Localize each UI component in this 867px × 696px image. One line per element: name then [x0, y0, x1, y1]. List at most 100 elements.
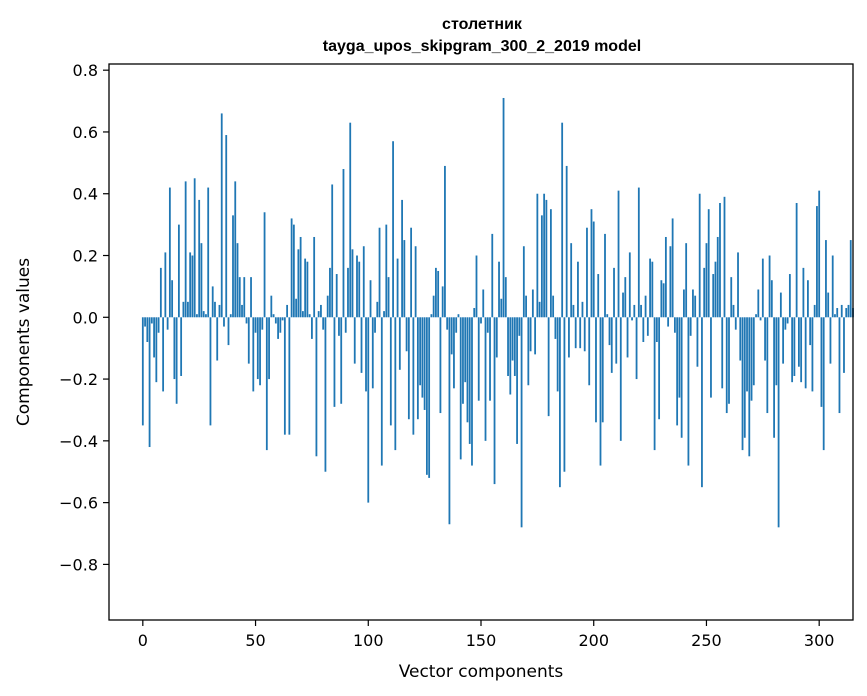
bar: [741, 317, 744, 451]
bar: [849, 240, 852, 318]
bar: [153, 317, 155, 358]
bar: [259, 317, 261, 386]
bar: [619, 317, 622, 441]
bar: [556, 317, 559, 392]
bar: [696, 317, 699, 367]
bar: [313, 236, 316, 318]
bar: [649, 258, 651, 318]
bar: [757, 289, 760, 318]
bar: [320, 304, 322, 318]
bar: [462, 317, 464, 404]
bar: [263, 212, 266, 318]
bar: [441, 286, 444, 318]
bar: [599, 317, 602, 466]
bar: [435, 267, 437, 318]
chart-title: столетник: [442, 16, 523, 33]
bar: [491, 233, 494, 318]
bar: [338, 317, 340, 336]
bar: [543, 193, 546, 318]
bar: [518, 317, 521, 336]
bar: [723, 196, 726, 318]
bar: [238, 277, 241, 318]
bar: [678, 317, 681, 398]
bar: [148, 317, 151, 448]
bar: [797, 317, 800, 367]
bar: [737, 252, 739, 318]
bar: [764, 317, 766, 361]
bar: [308, 314, 311, 318]
bar: [247, 317, 250, 364]
bar: [669, 246, 672, 318]
bar: [800, 317, 803, 383]
bar: [685, 243, 688, 318]
bar: [245, 317, 248, 324]
y-axis-label: Components values: [14, 258, 34, 426]
bar: [511, 317, 514, 361]
bar: [261, 317, 264, 330]
bar: [175, 317, 178, 404]
bar: [304, 258, 307, 318]
bar: [254, 317, 257, 333]
bar: [340, 317, 343, 404]
y-tick-label: −0.2: [59, 370, 98, 389]
bar: [642, 317, 645, 342]
bar: [387, 277, 390, 318]
bar: [297, 249, 300, 318]
bar: [437, 270, 440, 318]
bar: [356, 255, 358, 318]
bar: [193, 178, 196, 318]
bar: [552, 295, 555, 318]
bar: [540, 215, 543, 318]
bar: [457, 314, 460, 318]
bar: [788, 274, 791, 318]
bar: [428, 317, 431, 478]
bar: [365, 317, 367, 392]
bar: [394, 317, 397, 451]
bar: [559, 317, 561, 488]
bar: [782, 317, 785, 364]
bar: [568, 317, 570, 358]
bar: [698, 193, 701, 318]
bar: [595, 317, 597, 423]
bar: [279, 317, 282, 333]
bar: [446, 317, 449, 330]
bar: [466, 317, 469, 423]
bar: [667, 317, 670, 327]
bar: [572, 304, 575, 318]
bar: [653, 317, 656, 451]
bar: [439, 317, 442, 414]
y-tick-label: 0.6: [73, 123, 98, 142]
bar: [353, 317, 356, 364]
bar: [836, 308, 839, 318]
bar: [525, 295, 527, 318]
bar: [635, 317, 638, 380]
bar: [732, 304, 735, 318]
bar: [822, 317, 825, 451]
bar: [256, 317, 259, 380]
bar: [187, 301, 189, 318]
bar: [834, 314, 836, 318]
bar: [162, 317, 165, 392]
bar: [759, 317, 762, 321]
bar: [468, 317, 471, 444]
bar: [416, 317, 419, 420]
bar: [818, 190, 821, 318]
x-tick-label: 200: [578, 631, 609, 650]
bar: [728, 317, 730, 404]
bar: [141, 317, 144, 426]
bar: [351, 249, 354, 318]
bar: [299, 236, 302, 318]
y-tick-label: 0.4: [73, 185, 98, 204]
bar: [617, 190, 620, 318]
bar: [315, 317, 318, 457]
bar: [793, 317, 796, 376]
bar: [223, 317, 225, 327]
bar: [520, 317, 523, 528]
bar: [577, 261, 579, 318]
bar: [430, 314, 433, 318]
x-axis-label: Vector components: [399, 662, 564, 682]
y-tick-label: 0.8: [73, 61, 98, 80]
bar: [746, 317, 748, 392]
bar: [719, 203, 721, 318]
